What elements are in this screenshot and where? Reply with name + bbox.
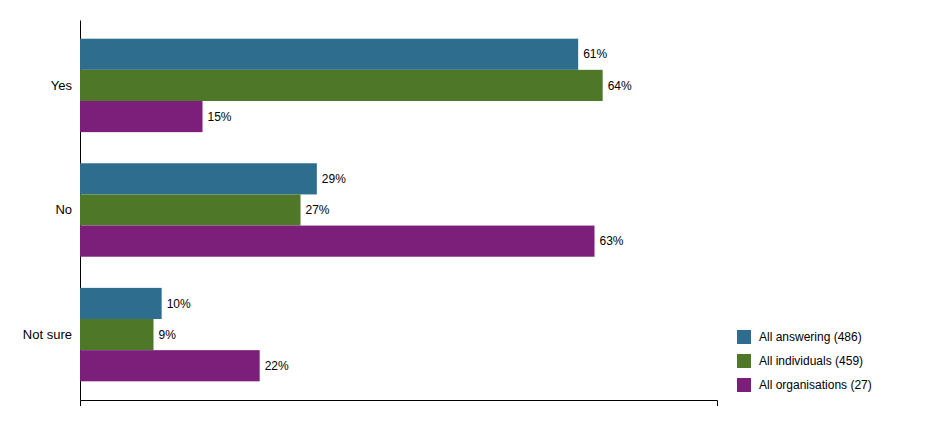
- y-tick-label: No: [55, 202, 72, 217]
- bar: [80, 194, 301, 225]
- bars: [80, 39, 603, 382]
- data-label: 27%: [306, 203, 330, 217]
- bar: [80, 226, 595, 257]
- legend-swatch: [737, 378, 751, 392]
- legend-swatch: [737, 330, 751, 344]
- y-tick-label: Not sure: [23, 327, 72, 342]
- data-label: 64%: [608, 79, 632, 93]
- chart: Yes No Not sure 61% 29% 10% 64% 27% 9% 15% 63% 22% A…: [0, 0, 927, 430]
- y-tick: Yes: [51, 78, 73, 93]
- x-axis: [81, 401, 718, 407]
- data-label: 22%: [265, 359, 289, 373]
- data-label: 61%: [583, 47, 607, 61]
- y-tick: No: [55, 202, 72, 217]
- y-tick-label: Yes: [51, 78, 73, 93]
- bar: [80, 163, 317, 194]
- data-label: 15%: [208, 110, 232, 124]
- legend: All answering (486) All individuals (459)…: [737, 330, 872, 392]
- y-tick: Not sure: [23, 327, 72, 342]
- legend-item: All answering (486): [737, 330, 862, 344]
- legend-label: All answering (486): [759, 330, 862, 344]
- bar: [80, 70, 603, 101]
- legend-item: All individuals (459): [737, 354, 863, 368]
- data-label: 29%: [322, 172, 346, 186]
- legend-item: All organisations (27): [737, 378, 872, 392]
- legend-swatch: [737, 354, 751, 368]
- data-label: 9%: [159, 328, 177, 342]
- bar: [80, 288, 162, 319]
- data-labels: 61% 29% 10% 64% 27% 9% 15% 63% 22%: [159, 47, 633, 372]
- x-axis-line: [81, 401, 718, 407]
- bar: [80, 101, 203, 132]
- bar: [80, 39, 578, 70]
- plot: Yes No Not sure 61% 29% 10% 64% 27% 9% 15% 63% 22%: [23, 21, 718, 407]
- legend-label: All organisations (27): [759, 378, 872, 392]
- bar: [80, 350, 260, 381]
- bar: [80, 319, 154, 350]
- y-axis: Yes No Not sure: [23, 21, 81, 401]
- legend-label: All individuals (459): [759, 354, 863, 368]
- data-label: 63%: [600, 234, 624, 248]
- data-label: 10%: [167, 297, 191, 311]
